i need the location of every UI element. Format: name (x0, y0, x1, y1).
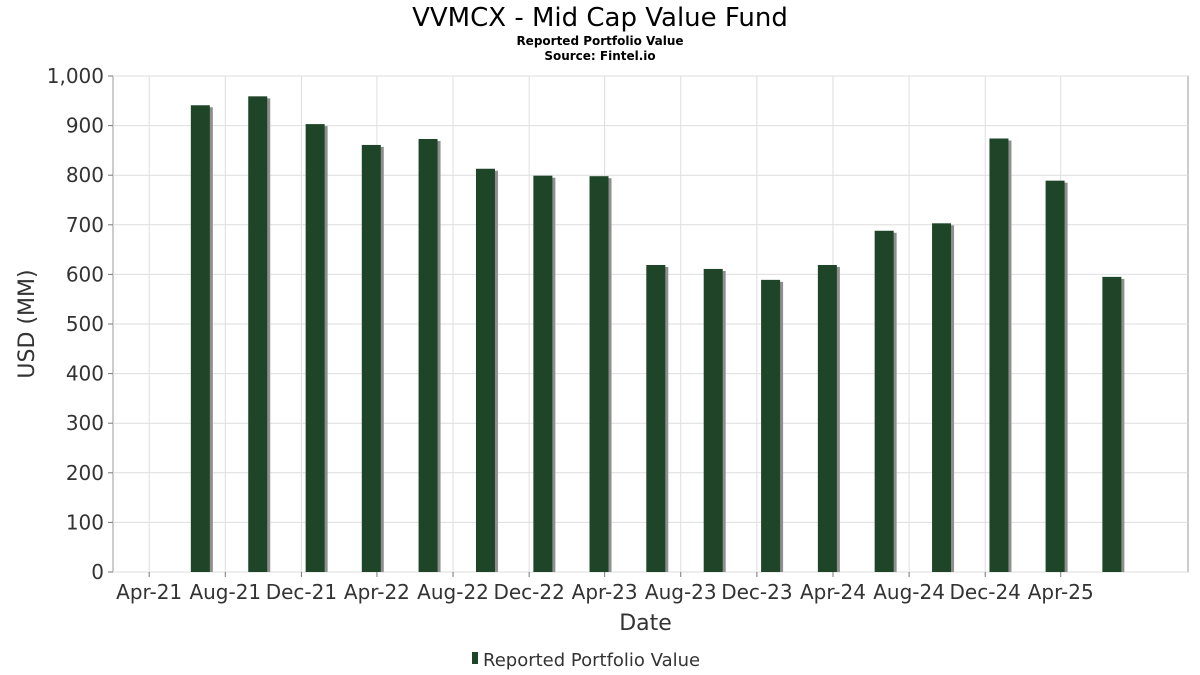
legend-swatch (472, 652, 478, 664)
x-tick-label: Apr-24 (800, 580, 866, 604)
bar (761, 279, 781, 572)
x-tick-label: Dec-22 (493, 580, 564, 604)
x-tick-label: Dec-24 (950, 580, 1021, 604)
legend-label: Reported Portfolio Value (483, 650, 700, 671)
chart-subtitle: Reported Portfolio Value (516, 34, 684, 48)
y-tick-label: 900 (66, 114, 104, 138)
chart-title: VVMCX - Mid Cap Value Fund (412, 3, 788, 33)
bar (190, 105, 210, 572)
bar (248, 96, 268, 572)
y-tick-label: 500 (66, 312, 104, 336)
bar (932, 223, 952, 572)
bar (305, 124, 325, 572)
x-tick-label: Apr-23 (572, 580, 638, 604)
bar (817, 264, 837, 572)
y-tick-label: 200 (66, 461, 104, 485)
y-tick-label: 0 (91, 560, 104, 584)
bar (874, 230, 894, 572)
x-tick-label: Aug-22 (417, 580, 489, 604)
bar (475, 168, 495, 572)
bar (533, 175, 553, 573)
bar (418, 138, 438, 572)
bar (361, 144, 381, 572)
bar (646, 264, 666, 572)
y-axis-label: USD (MM) (15, 269, 40, 378)
y-tick-label: 1,000 (47, 64, 104, 88)
x-tick-label: Aug-23 (645, 580, 717, 604)
x-tick-label: Dec-23 (721, 580, 792, 604)
y-tick-label: 700 (66, 213, 104, 237)
x-tick-label: Dec-21 (266, 580, 337, 604)
bar (1045, 180, 1065, 572)
y-tick-label: 600 (66, 262, 104, 286)
y-tick-label: 800 (66, 163, 104, 187)
bar (589, 176, 609, 572)
y-tick-label: 100 (66, 510, 104, 534)
x-axis-label: Date (619, 611, 672, 636)
y-tick-label: 400 (66, 362, 104, 386)
x-tick-label: Apr-21 (116, 580, 182, 604)
bar (1102, 276, 1122, 572)
x-tick-label: Apr-22 (344, 580, 410, 604)
bar (703, 268, 723, 572)
chart-source: Source: Fintel.io (544, 49, 656, 63)
x-tick-label: Aug-21 (189, 580, 261, 604)
x-tick-label: Aug-24 (873, 580, 945, 604)
y-tick-label: 300 (66, 411, 104, 435)
bar (989, 138, 1009, 572)
x-tick-label: Apr-25 (1028, 580, 1094, 604)
